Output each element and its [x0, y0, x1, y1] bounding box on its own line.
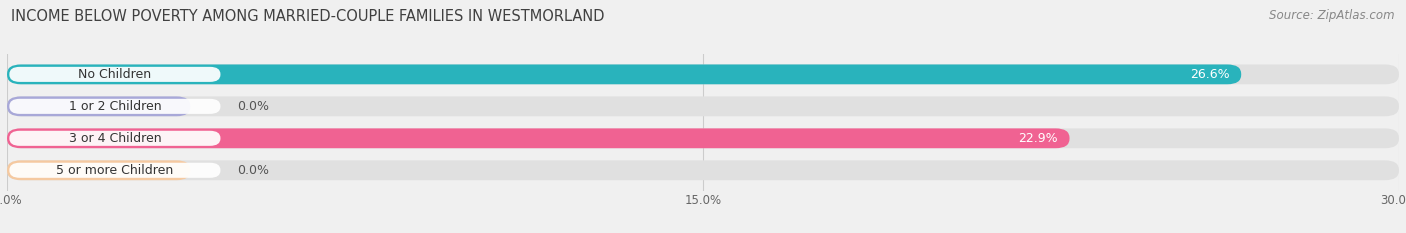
Text: INCOME BELOW POVERTY AMONG MARRIED-COUPLE FAMILIES IN WESTMORLAND: INCOME BELOW POVERTY AMONG MARRIED-COUPL… — [11, 9, 605, 24]
FancyBboxPatch shape — [7, 160, 1399, 180]
Text: 5 or more Children: 5 or more Children — [56, 164, 173, 177]
Text: 22.9%: 22.9% — [1018, 132, 1057, 145]
FancyBboxPatch shape — [7, 128, 1399, 148]
Text: 3 or 4 Children: 3 or 4 Children — [69, 132, 162, 145]
Text: 0.0%: 0.0% — [236, 100, 269, 113]
FancyBboxPatch shape — [10, 99, 221, 114]
FancyBboxPatch shape — [7, 96, 1399, 116]
Text: 0.0%: 0.0% — [236, 164, 269, 177]
FancyBboxPatch shape — [7, 128, 1070, 148]
FancyBboxPatch shape — [7, 65, 1241, 84]
FancyBboxPatch shape — [7, 65, 1399, 84]
Text: 26.6%: 26.6% — [1189, 68, 1230, 81]
FancyBboxPatch shape — [10, 163, 221, 178]
FancyBboxPatch shape — [10, 131, 221, 146]
Text: 1 or 2 Children: 1 or 2 Children — [69, 100, 162, 113]
FancyBboxPatch shape — [7, 96, 190, 116]
FancyBboxPatch shape — [10, 67, 221, 82]
Text: Source: ZipAtlas.com: Source: ZipAtlas.com — [1270, 9, 1395, 22]
Text: No Children: No Children — [79, 68, 152, 81]
FancyBboxPatch shape — [7, 160, 190, 180]
